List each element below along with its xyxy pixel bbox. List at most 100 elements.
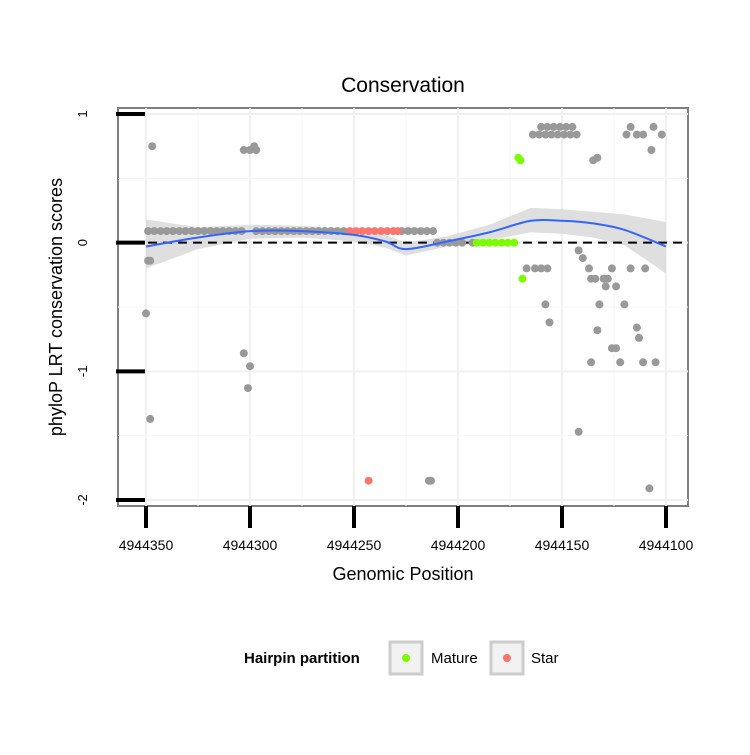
point-other — [243, 384, 252, 393]
point-other — [612, 344, 621, 353]
point-other — [175, 227, 184, 236]
x-tick-label: 4944100 — [639, 537, 694, 553]
point-other — [647, 146, 656, 154]
point-other — [651, 358, 660, 367]
point-other — [639, 358, 648, 367]
point-other — [578, 254, 587, 263]
legend-key-mature — [388, 640, 424, 676]
x-tick-label: 4944200 — [431, 537, 486, 553]
y-axis-label: phyloP LRT conservation scores — [46, 178, 66, 436]
point-other — [649, 122, 658, 131]
smooth-fit-line — [145, 218, 667, 251]
point-other — [537, 264, 546, 273]
point-other — [541, 130, 550, 139]
axes: 4944350 4944300 4944250 4944200 4944150 49441… — [75, 110, 693, 553]
point-other — [553, 130, 562, 139]
point-other — [632, 130, 641, 139]
point-other — [566, 130, 575, 139]
point-star — [345, 227, 354, 236]
point-other — [572, 130, 581, 139]
point-mature — [503, 238, 512, 247]
point-star — [352, 227, 361, 236]
point-other — [545, 318, 554, 327]
point-other — [150, 227, 159, 236]
point-other — [146, 256, 155, 265]
point-mature — [491, 238, 500, 247]
x-tick-label: 4944250 — [327, 537, 382, 553]
x-tick-label: 4944350 — [119, 537, 174, 553]
point-other — [410, 227, 419, 236]
point-other — [641, 264, 650, 273]
smooth-confidence-band — [146, 207, 666, 274]
point-mature — [518, 274, 527, 283]
point-other — [169, 227, 177, 236]
point-other — [622, 130, 631, 139]
point-other — [591, 274, 600, 283]
point-other — [593, 153, 602, 162]
point-other — [404, 227, 413, 236]
data-points — [142, 122, 666, 493]
point-other — [162, 227, 171, 236]
point-other — [537, 122, 546, 131]
point-other — [626, 122, 635, 131]
y-tick-label: 1 — [75, 110, 90, 117]
point-other — [541, 300, 550, 309]
point-star — [370, 227, 379, 236]
point-other — [543, 264, 552, 273]
point-other — [148, 142, 157, 151]
legend-title: Hairpin partition — [244, 650, 360, 667]
legend-label-star: Star — [531, 650, 559, 667]
point-other — [560, 130, 569, 139]
point-other — [206, 227, 215, 236]
point-other — [574, 427, 583, 436]
point-other — [612, 282, 621, 291]
point-other — [620, 300, 629, 309]
smooth-line — [145, 218, 667, 251]
point-other — [603, 274, 612, 283]
point-mature — [497, 238, 506, 247]
x-axis-label: Genomic Position — [332, 564, 473, 584]
point-other — [593, 326, 602, 335]
point-other — [595, 300, 604, 309]
point-mature — [472, 238, 481, 247]
point-other — [562, 122, 571, 131]
point-other — [568, 122, 577, 131]
point-other — [587, 358, 596, 367]
point-other — [142, 309, 150, 318]
point-other — [144, 227, 153, 236]
point-other — [528, 130, 537, 139]
point-other — [458, 238, 467, 247]
point-other — [543, 122, 552, 131]
point-other — [429, 227, 437, 236]
point-other — [212, 227, 221, 236]
point-other — [187, 227, 196, 236]
point-other — [194, 227, 202, 236]
point-other — [632, 323, 641, 332]
point-other — [549, 122, 558, 131]
point-other — [200, 227, 209, 236]
point-other — [146, 414, 155, 423]
y-tick-label: -2 — [75, 494, 90, 506]
point-other — [522, 264, 531, 273]
point-other — [535, 130, 544, 139]
point-other — [555, 122, 564, 131]
legend: Hairpin partition Mature Star — [244, 640, 559, 676]
point-mature — [479, 238, 487, 247]
point-other — [181, 227, 190, 236]
x-tick-label: 4944150 — [535, 537, 590, 553]
point-other — [427, 476, 435, 485]
point-mature — [485, 238, 494, 247]
chart-title: Conservation — [341, 74, 465, 97]
point-other — [246, 362, 254, 371]
point-other — [239, 146, 248, 154]
confidence-band — [146, 207, 666, 274]
point-other — [547, 130, 556, 139]
point-other — [574, 246, 583, 255]
x-tick-label: 4944300 — [223, 537, 278, 553]
point-star — [383, 227, 392, 236]
point-mature — [516, 156, 525, 165]
point-other — [645, 484, 654, 493]
point-other — [607, 264, 616, 273]
point-other — [422, 227, 431, 236]
